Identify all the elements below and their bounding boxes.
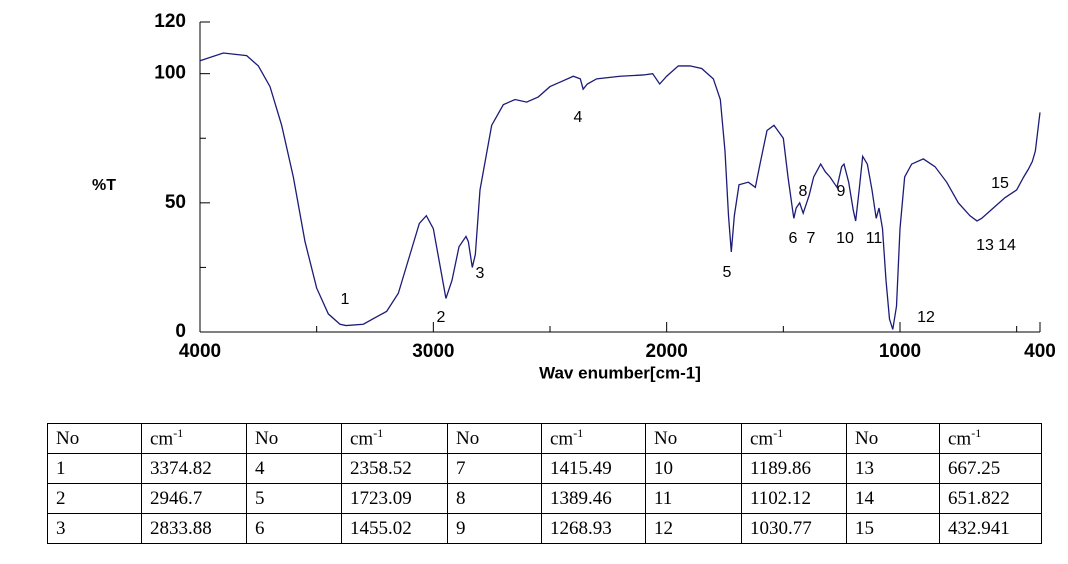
- table-cell: 3374.82: [141, 453, 247, 484]
- unit: cm: [550, 428, 574, 450]
- table-cell: 4: [246, 453, 342, 484]
- header-cell: cm-1: [741, 423, 847, 454]
- table-cell: 10: [645, 453, 742, 484]
- header-cell: No: [447, 423, 542, 454]
- header-row: No cm-1 No cm-1 No cm-1 No cm-1 No cm-1: [47, 423, 1042, 454]
- table-cell: 1455.02: [341, 513, 448, 544]
- table-cell: 2946.7: [141, 483, 247, 514]
- peak-label: 1: [341, 291, 350, 308]
- table-cell: 2358.52: [341, 453, 448, 484]
- peak-label: 6: [789, 230, 798, 247]
- unit: cm: [350, 428, 374, 450]
- peak-label: 12: [917, 309, 935, 326]
- x-tick-label: 1000: [879, 341, 921, 362]
- header-cell: cm-1: [939, 423, 1042, 454]
- table-cell: 1389.46: [541, 483, 646, 514]
- table-cell: 2833.88: [141, 513, 247, 544]
- spectrum-line: [199, 52, 1041, 330]
- y-tick-label: 120: [154, 11, 186, 32]
- table-row: 3 2833.88 6 1455.02 9 1268.93 12 1030.77 15 432.9…: [47, 513, 1042, 544]
- peak-label: 11: [866, 230, 883, 247]
- header-cell: cm-1: [341, 423, 448, 454]
- header-cell: No: [47, 423, 142, 454]
- header-cell: No: [645, 423, 742, 454]
- unit: cm: [948, 428, 972, 450]
- unit-exponent: -1: [373, 426, 384, 441]
- table-cell: 1102.12: [741, 483, 847, 514]
- table-cell: 11: [645, 483, 742, 514]
- peak-label: 10: [836, 230, 854, 247]
- unit-exponent: -1: [971, 426, 982, 441]
- peak-label: 9: [837, 183, 846, 200]
- unit: cm: [750, 428, 774, 450]
- table-cell: 7: [447, 453, 542, 484]
- y-tick-label: 100: [154, 63, 186, 84]
- y-axis-label: %T: [92, 177, 116, 194]
- x-tick-label: 4000: [179, 341, 221, 362]
- table-cell: 5: [246, 483, 342, 514]
- table-row: 1 3374.82 4 2358.52 7 1415.49 10 1189.86 13 667.2…: [47, 453, 1042, 484]
- unit-exponent: -1: [173, 426, 184, 441]
- header-cell: cm-1: [141, 423, 247, 454]
- peak-label: 8: [799, 183, 808, 200]
- table-cell: 651.822: [939, 483, 1042, 514]
- table-cell: 13: [846, 453, 940, 484]
- peak-label: 4: [574, 109, 583, 126]
- x-tick-label: 2000: [646, 341, 688, 362]
- table-cell: 3: [47, 513, 142, 544]
- table-cell: 1415.49: [541, 453, 646, 484]
- x-axis-label: Wav enumber[cm-1]: [539, 363, 701, 382]
- header-cell: No: [246, 423, 342, 454]
- peak-label: 13: [976, 237, 994, 254]
- table-cell: 8: [447, 483, 542, 514]
- x-tick-label: 400: [1024, 341, 1056, 362]
- unit: cm: [150, 428, 174, 450]
- peak-label: 3: [476, 265, 485, 282]
- x-tick-label: 3000: [412, 341, 454, 362]
- peak-label: 14: [998, 237, 1016, 254]
- table-cell: 1268.93: [541, 513, 646, 544]
- table-cell: 667.25: [939, 453, 1042, 484]
- table-cell: 432.941: [939, 513, 1042, 544]
- peak-table: No cm-1 No cm-1 No cm-1 No cm-1 No cm-1 1 3374.82 4 2…: [47, 423, 1042, 544]
- table-cell: 1723.09: [341, 483, 448, 514]
- table-cell: 1030.77: [741, 513, 847, 544]
- table-cell: 2: [47, 483, 142, 514]
- peak-label: 7: [807, 230, 816, 247]
- table-cell: 15: [846, 513, 940, 544]
- unit-exponent: -1: [773, 426, 784, 441]
- y-tick-label: 50: [165, 192, 186, 213]
- header-cell: cm-1: [541, 423, 646, 454]
- table-row: 2 2946.7 5 1723.09 8 1389.46 11 1102.12 14 651.82…: [47, 483, 1042, 514]
- unit-exponent: -1: [573, 426, 584, 441]
- chart: %T Wav enumber[cm-1] 0 50 100 120 4000 3000 20…: [92, 11, 1056, 382]
- peak-label: 15: [991, 175, 1009, 192]
- table-cell: 1: [47, 453, 142, 484]
- table-cell: 14: [846, 483, 940, 514]
- table-cell: 12: [645, 513, 742, 544]
- table-cell: 6: [246, 513, 342, 544]
- table-cell: 1189.86: [741, 453, 847, 484]
- y-tick-label: 0: [175, 321, 186, 342]
- header-cell: No: [846, 423, 940, 454]
- peak-label: 2: [437, 309, 446, 326]
- table-cell: 9: [447, 513, 542, 544]
- peak-label: 5: [723, 264, 732, 281]
